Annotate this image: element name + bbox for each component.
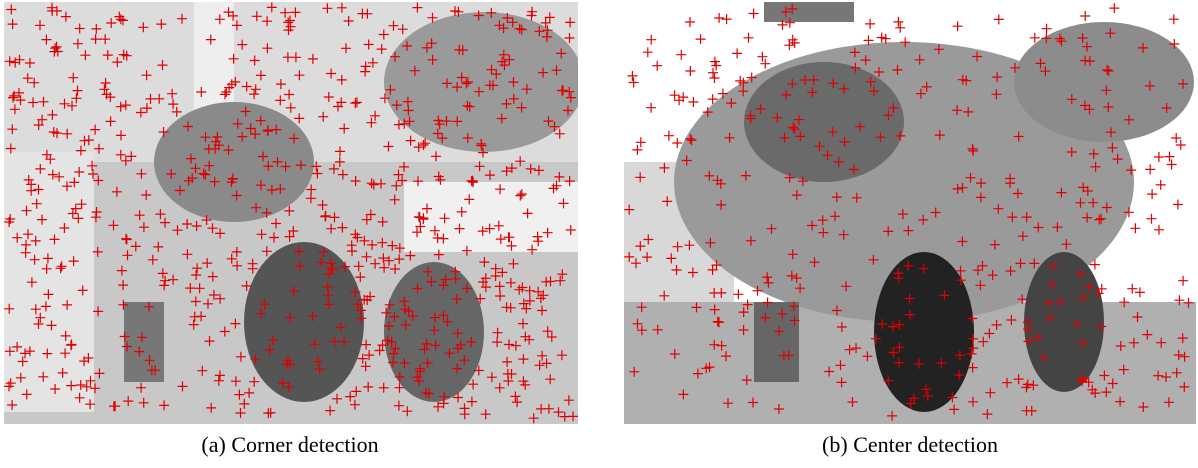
panel-label: (a) [201,432,225,457]
page: (a) Corner detection (b) Center detectio… [0,0,1198,468]
column [194,2,234,112]
caption: (a) Corner detection [140,432,440,458]
caption-text: Corner detection [231,432,378,457]
segment [744,62,904,182]
palm-tree [154,102,314,222]
center-detection-image [624,2,1196,424]
caption-text: Center detection [853,432,998,457]
segment [874,252,974,412]
segment [1024,252,1104,392]
segment [764,2,854,22]
corner-detection-image [4,2,578,424]
caption: (b) Center detection [760,432,1060,458]
bright-floor [404,182,578,252]
foliage [384,12,578,152]
trash-can [754,302,799,382]
segment [1014,22,1194,142]
panel-label: (b) [822,432,848,457]
pillar [4,152,94,412]
